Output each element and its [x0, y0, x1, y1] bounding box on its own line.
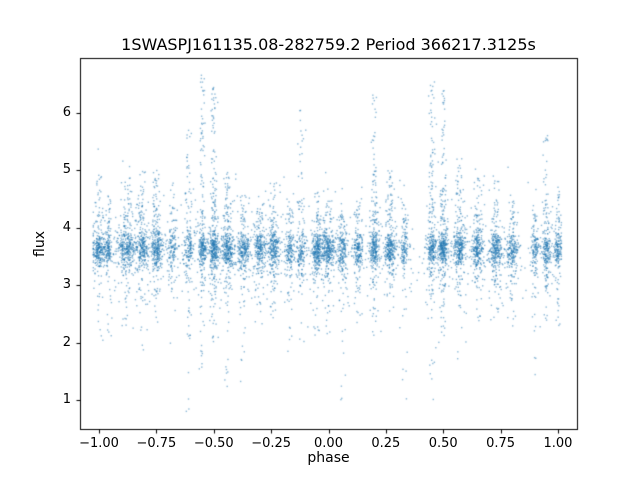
x-tick-label: 0.25	[371, 436, 401, 451]
y-tick-label: 2	[62, 334, 71, 350]
chart-title: 1SWASPJ161135.08-282759.2 Period 366217.…	[121, 35, 536, 54]
y-tick-label: 6	[62, 104, 71, 120]
y-tick-label: 3	[62, 277, 71, 293]
y-tick-label: 5	[62, 162, 71, 178]
x-tick-label: −0.75	[136, 436, 177, 451]
y-tick-label: 1	[62, 392, 71, 408]
x-tick-label: −0.50	[193, 436, 234, 451]
y-tick-label: 4	[62, 219, 71, 235]
x-tick-label: −0.25	[251, 436, 292, 451]
x-tick-label: 0.50	[428, 436, 458, 451]
x-tick-label: −1.00	[79, 436, 119, 451]
x-tick-label: 0.00	[314, 436, 343, 451]
x-tick-label: 0.75	[486, 436, 516, 451]
x-tick-label: 1.00	[543, 436, 573, 451]
x-axis-label: phase	[307, 450, 350, 466]
